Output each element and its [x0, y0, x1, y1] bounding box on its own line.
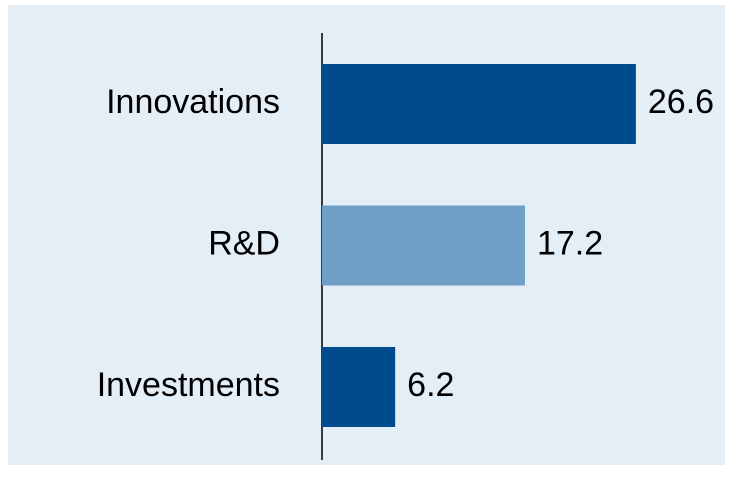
- category-label: R&D: [208, 224, 280, 262]
- value-label: 26.6: [648, 83, 714, 121]
- value-label: 6.2: [407, 366, 454, 404]
- bar: [322, 205, 525, 286]
- bar: [322, 347, 396, 427]
- category-label: Investments: [97, 366, 280, 404]
- value-label: 17.2: [537, 224, 603, 262]
- bar: [322, 64, 636, 144]
- category-label: Innovations: [106, 83, 280, 121]
